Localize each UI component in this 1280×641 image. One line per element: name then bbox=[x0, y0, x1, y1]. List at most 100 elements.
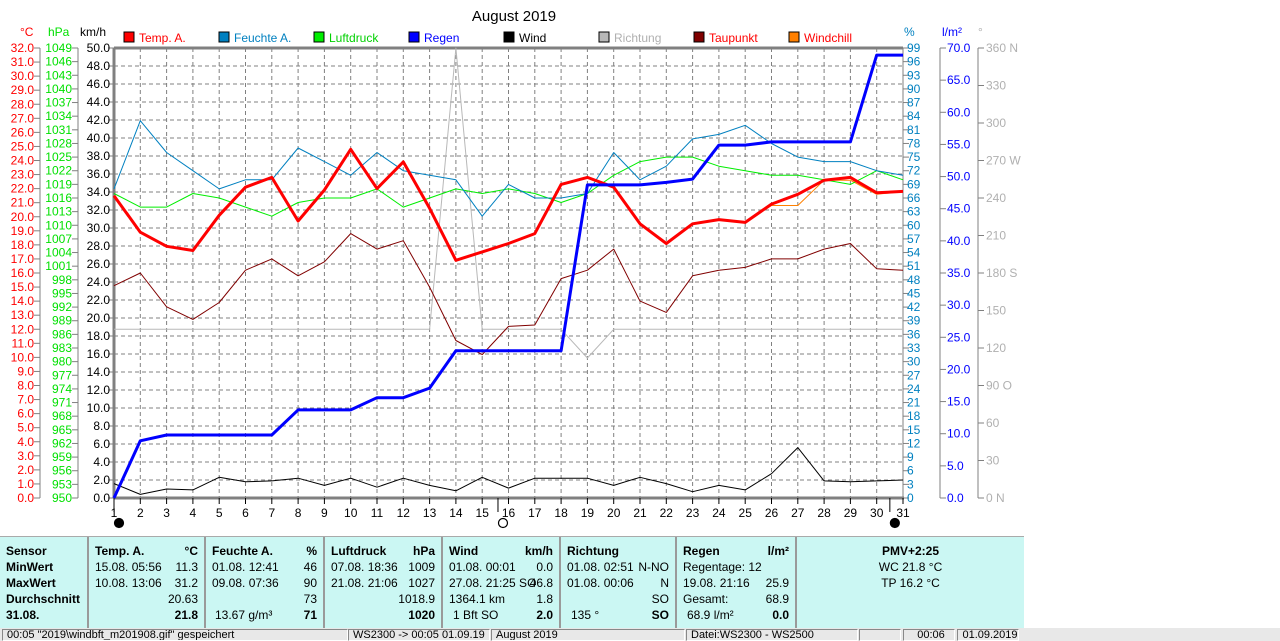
wind-tick-label: 8.0 bbox=[93, 419, 110, 433]
humidity-tick-label: 0 bbox=[907, 491, 914, 505]
rain-sum: 68.9 l/m² bbox=[687, 608, 734, 622]
stats-pressure-column: Luftdruck hPa 07.08. 18:36 1009 21.08. 21:… bbox=[325, 537, 443, 628]
dewpoint-value: TP 16.2 °C bbox=[881, 576, 940, 590]
x-tick-label: 23 bbox=[686, 506, 700, 520]
x-tick-label: 12 bbox=[397, 506, 411, 520]
weather-chart: August 2019 0.01.02.03.04.05.06.07.08.09… bbox=[11, 8, 1021, 529]
humidity-tick-label: 33 bbox=[907, 341, 921, 355]
x-tick-label: 6 bbox=[242, 506, 249, 520]
temp-tick-label: 15.0 bbox=[11, 280, 35, 294]
humidity-unit-label: % bbox=[904, 25, 915, 39]
x-tick-label: 26 bbox=[765, 506, 779, 520]
humidity-avg: 73 bbox=[303, 592, 317, 606]
direction-tick-label: 180 S bbox=[986, 266, 1017, 280]
legend-label: Luftdruck bbox=[329, 31, 379, 45]
humidity-tick-label: 96 bbox=[907, 55, 921, 69]
rain-max-time: 19.08. 21:16 bbox=[683, 576, 750, 590]
temp-max: 31.2 bbox=[174, 576, 198, 590]
temp-tick-label: 30.0 bbox=[11, 69, 35, 83]
wind-tick-label: 48.0 bbox=[87, 59, 111, 73]
direction-min-time: 01.08. 02:51 bbox=[567, 560, 634, 574]
temp-tick-label: 24.0 bbox=[11, 154, 35, 168]
humidity-tick-label: 15 bbox=[907, 423, 921, 437]
x-tick-label: 8 bbox=[295, 506, 302, 520]
x-tick-label: 7 bbox=[268, 506, 275, 520]
x-tick-label: 11 bbox=[371, 506, 384, 520]
humidity-tick-label: 18 bbox=[907, 409, 921, 423]
wind-min: 0.0 bbox=[536, 560, 553, 574]
direction-tick-label: 0 N bbox=[986, 491, 1005, 505]
x-tick-label: 31 bbox=[896, 506, 910, 520]
temp-tick-label: 0.0 bbox=[17, 491, 34, 505]
pressure-tick-label: 1007 bbox=[45, 232, 72, 246]
humidity-tick-label: 81 bbox=[907, 123, 921, 137]
wind-tick-label: 2.0 bbox=[93, 473, 110, 487]
rain-tick-label: 20.0 bbox=[947, 362, 971, 376]
temp-tick-label: 25.0 bbox=[11, 139, 35, 153]
pressure-tick-label: 962 bbox=[52, 436, 72, 450]
grid bbox=[112, 46, 904, 500]
stats-rain-column: Regen l/m² Regentage: 12 19.08. 21:16 25.9… bbox=[677, 537, 797, 628]
temp-unit: °C bbox=[184, 544, 198, 558]
temp-tick-label: 11.0 bbox=[12, 336, 35, 350]
stats-direction-column: Richtung 01.08. 02:51 N-NO 01.08. 00:06 N … bbox=[561, 537, 677, 628]
pressure-tick-label: 1031 bbox=[45, 123, 72, 137]
rain-tick-label: 70.0 bbox=[947, 41, 971, 55]
legend-swatch bbox=[598, 31, 610, 43]
pressure-tick-label: 965 bbox=[52, 423, 72, 437]
temp-current: 21.8 bbox=[174, 608, 198, 622]
pressure-max: 1027 bbox=[408, 576, 435, 590]
temp-tick-label: 27.0 bbox=[11, 111, 35, 125]
direction-current: SO bbox=[651, 608, 669, 622]
stats-row-label: MinWert bbox=[6, 560, 54, 574]
humidity-tick-label: 54 bbox=[907, 246, 921, 260]
temp-tick-label: 9.0 bbox=[17, 364, 34, 378]
wind-tick-label: 26.0 bbox=[87, 257, 111, 271]
humidity-tick-label: 93 bbox=[907, 68, 921, 82]
pressure-tick-label: 953 bbox=[52, 477, 72, 491]
temp-tick-label: 23.0 bbox=[11, 168, 35, 182]
rain-tick-label: 40.0 bbox=[947, 234, 971, 248]
humidity-tick-label: 48 bbox=[907, 273, 921, 287]
status-file: Datei:WS2300 - WS2500 bbox=[686, 629, 858, 641]
humidity-tick-label: 3 bbox=[907, 477, 914, 491]
direction-degrees: 135 ° bbox=[571, 608, 600, 622]
rain-total: 68.9 bbox=[765, 592, 789, 606]
stats-labels-column: Sensor MinWert MaxWert Durchschnitt 31.0… bbox=[0, 537, 89, 628]
pressure-tick-label: 983 bbox=[52, 341, 72, 355]
humidity-tick-label: 75 bbox=[907, 150, 921, 164]
wind-tick-label: 6.0 bbox=[93, 437, 110, 451]
status-period: August 2019 bbox=[491, 629, 685, 641]
legend-swatch bbox=[218, 31, 230, 43]
wind-tick-label: 46.0 bbox=[87, 77, 111, 91]
temp-tick-label: 6.0 bbox=[17, 407, 34, 421]
status-message: 00:05 "2019\windbft_m201908.gif" gespeic… bbox=[2, 629, 348, 641]
humidity-tick-label: 12 bbox=[907, 436, 921, 450]
humidity-tick-label: 99 bbox=[907, 41, 921, 55]
wind-max: 46.8 bbox=[529, 576, 553, 590]
full-moon-icon bbox=[497, 517, 509, 529]
temp-tick-label: 5.0 bbox=[17, 421, 34, 435]
pressure-tick-label: 1001 bbox=[45, 259, 72, 273]
temp-tick-label: 13.0 bbox=[11, 308, 35, 322]
legend-label: Richtung bbox=[614, 31, 661, 45]
x-tick-label: 1 bbox=[111, 506, 118, 520]
humidity-tick-label: 21 bbox=[907, 396, 921, 410]
legend-swatch bbox=[503, 31, 515, 43]
x-tick-label: 18 bbox=[554, 506, 568, 520]
wind-tick-label: 18.0 bbox=[87, 329, 111, 343]
wind-tick-label: 10.0 bbox=[87, 401, 111, 415]
direction-tick-label: 150 bbox=[986, 304, 1006, 318]
x-tick-label: 16 bbox=[502, 506, 516, 520]
x-tick-label: 3 bbox=[163, 506, 170, 520]
direction-max: N bbox=[660, 576, 669, 590]
pressure-tick-label: 1046 bbox=[45, 55, 72, 69]
humidity-tick-label: 69 bbox=[907, 177, 921, 191]
pressure-tick-label: 950 bbox=[52, 491, 72, 505]
temp-tick-label: 26.0 bbox=[11, 125, 35, 139]
x-tick-label: 10 bbox=[344, 506, 358, 520]
stats-extra-column: PMV+2:25 WC 21.8 °C TP 16.2 °C bbox=[797, 537, 1024, 628]
temp-tick-label: 29.0 bbox=[11, 83, 35, 97]
temp-tick-label: 4.0 bbox=[17, 435, 34, 449]
wind-bft: 1 Bft SO bbox=[453, 608, 499, 622]
